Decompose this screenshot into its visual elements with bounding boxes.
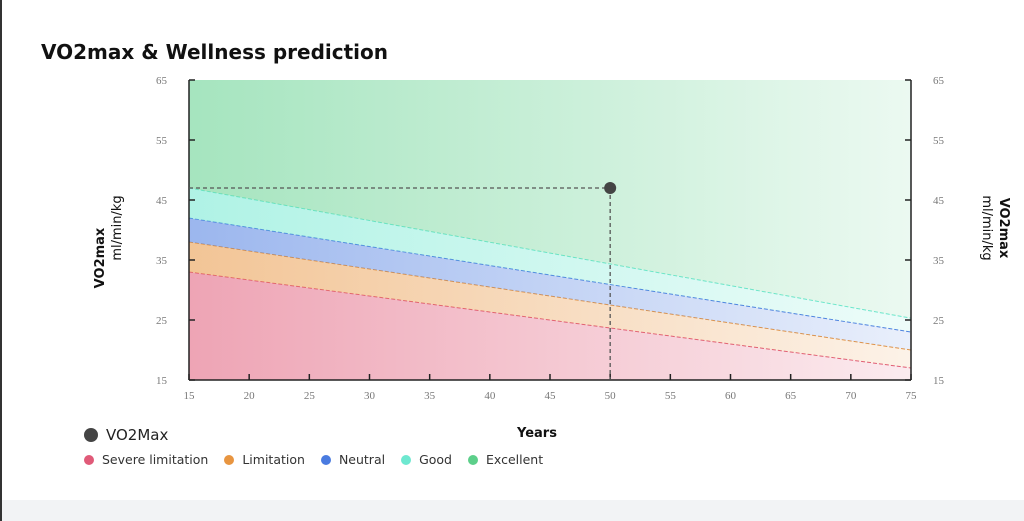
x-tick-label: 25 — [304, 390, 316, 402]
y-tick-label-left: 45 — [156, 195, 168, 207]
y-tick-label-left: 35 — [156, 255, 168, 267]
band-good — [189, 188, 911, 332]
dot-icon — [320, 454, 331, 465]
legend-item-excellent: Excellent — [468, 452, 543, 467]
dot-icon — [84, 454, 94, 465]
footer-bar — [2, 500, 1024, 521]
y-tick-label-left: 25 — [156, 315, 168, 327]
chart-title: VO2max & Wellness prediction — [41, 40, 389, 64]
y-tick-label-right: 65 — [933, 75, 945, 87]
y-tick-label-left: 15 — [156, 375, 168, 387]
y-tick-label-right: 35 — [933, 255, 945, 267]
x-tick-label: 15 — [184, 390, 196, 402]
y-tick-label-left: 55 — [156, 135, 168, 147]
legend-label: Neutral — [338, 452, 386, 467]
vo2max-point[interactable] — [604, 182, 617, 194]
x-tick-label: 45 — [545, 390, 557, 402]
band-limitation — [189, 242, 911, 368]
y-tick-label-right: 15 — [933, 375, 945, 387]
x-tick-label: 65 — [785, 390, 797, 402]
y-axis-unit-left: ml/min/kg — [110, 195, 125, 260]
dot-icon — [224, 454, 235, 465]
x-tick-label: 40 — [484, 390, 496, 402]
point-marker-icon — [84, 428, 98, 442]
x-tick-label: 35 — [424, 390, 436, 402]
legend-item-neutral: Neutral — [320, 452, 386, 467]
legend: VO2Max Severe limitation Limitation Neut… — [84, 426, 559, 467]
x-tick-label: 70 — [845, 390, 857, 402]
legend-label: Severe limitation — [102, 452, 209, 467]
band-excellent — [189, 80, 911, 319]
x-tick-label: 55 — [665, 390, 677, 402]
legend-label: Good — [419, 452, 452, 467]
legend-item-good: Good — [401, 452, 452, 467]
window-edge — [0, 0, 2, 521]
legend-label: VO2Max — [106, 426, 169, 444]
x-tick-label: 50 — [605, 390, 617, 402]
legend-item-limitation: Limitation — [224, 452, 305, 467]
legend-label: Excellent — [486, 452, 544, 467]
x-tick-label: 60 — [725, 390, 737, 402]
band-severe-limitation — [189, 272, 911, 380]
legend-label: Limitation — [242, 452, 305, 467]
y-tick-label-right: 55 — [933, 135, 945, 147]
x-tick-label: 30 — [364, 390, 376, 402]
x-tick-label: 75 — [906, 390, 918, 402]
x-axis-label: Years — [517, 426, 557, 441]
y-tick-label-right: 45 — [933, 195, 945, 207]
legend-item-vo2max: VO2Max — [84, 426, 559, 444]
y-axis-label-left: VO2max — [93, 227, 108, 288]
y-axis-label-right: VO2max — [996, 198, 1011, 259]
y-tick-label-right: 25 — [933, 315, 945, 327]
dot-icon — [468, 454, 478, 465]
y-tick-label-left: 65 — [156, 75, 168, 87]
band-neutral — [189, 218, 911, 350]
y-axis-unit-right: ml/min/kg — [979, 195, 994, 260]
legend-item-severe: Severe limitation — [84, 452, 208, 467]
dot-icon — [401, 454, 412, 465]
x-tick-label: 20 — [244, 390, 256, 402]
